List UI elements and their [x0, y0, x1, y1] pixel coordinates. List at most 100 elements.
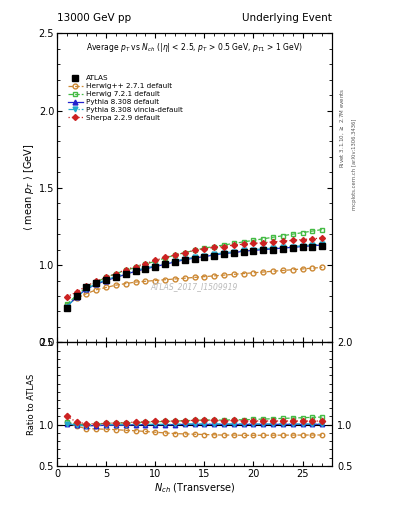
Pythia 8.308 vincia-default — [163, 261, 167, 267]
Herwig++ 2.7.1 default — [64, 302, 69, 308]
Herwig 7.2.1 default — [290, 231, 295, 237]
ATLAS — [212, 253, 217, 259]
Pythia 8.308 vincia-default — [310, 242, 315, 248]
Pythia 8.308 default — [300, 243, 305, 249]
Herwig 7.2.1 default — [163, 255, 167, 261]
Pythia 8.308 vincia-default — [202, 253, 207, 259]
Pythia 8.308 vincia-default — [241, 247, 246, 253]
Sherpa 2.2.9 default — [84, 283, 89, 289]
Sherpa 2.2.9 default — [182, 250, 187, 256]
Herwig++ 2.7.1 default — [271, 268, 275, 274]
Pythia 8.308 default — [212, 252, 217, 258]
Sherpa 2.2.9 default — [94, 278, 99, 284]
ATLAS — [84, 284, 89, 290]
Herwig++ 2.7.1 default — [241, 270, 246, 276]
ATLAS — [133, 268, 138, 274]
Sherpa 2.2.9 default — [251, 240, 256, 246]
Herwig++ 2.7.1 default — [231, 271, 236, 278]
Herwig++ 2.7.1 default — [281, 267, 285, 273]
Herwig 7.2.1 default — [173, 252, 177, 258]
Herwig 7.2.1 default — [271, 234, 275, 240]
Line: Herwig++ 2.7.1 default: Herwig++ 2.7.1 default — [64, 265, 325, 308]
Pythia 8.308 vincia-default — [231, 249, 236, 255]
Herwig 7.2.1 default — [241, 239, 246, 245]
Herwig++ 2.7.1 default — [143, 278, 148, 284]
Text: Average $p_T$ vs $N_{ch}$ ($|\eta|$ < 2.5, $p_T$ > 0.5 GeV, $p_{T1}$ > 1 GeV): Average $p_T$ vs $N_{ch}$ ($|\eta|$ < 2.… — [86, 41, 303, 54]
ATLAS — [153, 264, 158, 270]
Line: Herwig 7.2.1 default: Herwig 7.2.1 default — [64, 227, 325, 307]
Line: ATLAS: ATLAS — [64, 243, 325, 311]
Herwig++ 2.7.1 default — [320, 264, 325, 270]
ATLAS — [251, 248, 256, 254]
Pythia 8.308 vincia-default — [212, 251, 217, 258]
Herwig++ 2.7.1 default — [192, 274, 197, 281]
Pythia 8.308 vincia-default — [123, 270, 128, 276]
Herwig 7.2.1 default — [74, 292, 79, 298]
Pythia 8.308 vincia-default — [222, 250, 226, 256]
ATLAS — [300, 244, 305, 250]
Pythia 8.308 vincia-default — [192, 254, 197, 261]
Sherpa 2.2.9 default — [310, 236, 315, 242]
Herwig++ 2.7.1 default — [202, 273, 207, 280]
Herwig++ 2.7.1 default — [261, 269, 266, 275]
Sherpa 2.2.9 default — [261, 240, 266, 246]
ATLAS — [192, 256, 197, 262]
Pythia 8.308 default — [74, 294, 79, 300]
Herwig 7.2.1 default — [261, 236, 266, 242]
ATLAS — [271, 247, 275, 253]
Pythia 8.308 default — [123, 271, 128, 278]
Pythia 8.308 vincia-default — [133, 267, 138, 273]
Legend: ATLAS, Herwig++ 2.7.1 default, Herwig 7.2.1 default, Pythia 8.308 default, Pythi: ATLAS, Herwig++ 2.7.1 default, Herwig 7.… — [66, 74, 185, 122]
Herwig++ 2.7.1 default — [133, 279, 138, 285]
Herwig++ 2.7.1 default — [94, 287, 99, 293]
Pythia 8.308 vincia-default — [114, 273, 118, 280]
Text: mcplots.cern.ch [arXiv:1306.3436]: mcplots.cern.ch [arXiv:1306.3436] — [352, 118, 357, 209]
Sherpa 2.2.9 default — [153, 258, 158, 264]
Sherpa 2.2.9 default — [212, 244, 217, 250]
Herwig++ 2.7.1 default — [123, 281, 128, 287]
ATLAS — [202, 254, 207, 261]
Line: Pythia 8.308 default: Pythia 8.308 default — [64, 243, 325, 309]
Herwig++ 2.7.1 default — [212, 273, 217, 279]
Pythia 8.308 vincia-default — [104, 276, 108, 283]
Pythia 8.308 default — [114, 274, 118, 281]
Herwig 7.2.1 default — [123, 267, 128, 273]
Herwig++ 2.7.1 default — [153, 278, 158, 284]
ATLAS — [123, 270, 128, 276]
Herwig 7.2.1 default — [104, 274, 108, 281]
Herwig++ 2.7.1 default — [222, 272, 226, 278]
ATLAS — [173, 259, 177, 265]
Pythia 8.308 default — [281, 245, 285, 251]
Pythia 8.308 default — [104, 278, 108, 284]
Herwig 7.2.1 default — [202, 245, 207, 251]
Herwig++ 2.7.1 default — [182, 275, 187, 281]
Herwig 7.2.1 default — [94, 279, 99, 285]
ATLAS — [74, 293, 79, 299]
ATLAS — [222, 251, 226, 258]
Herwig++ 2.7.1 default — [163, 276, 167, 283]
ATLAS — [182, 258, 187, 264]
Sherpa 2.2.9 default — [231, 242, 236, 248]
Herwig 7.2.1 default — [222, 242, 226, 248]
Sherpa 2.2.9 default — [123, 267, 128, 273]
Pythia 8.308 default — [192, 255, 197, 261]
Pythia 8.308 default — [231, 250, 236, 256]
Pythia 8.308 default — [202, 253, 207, 260]
Pythia 8.308 vincia-default — [74, 294, 79, 300]
Sherpa 2.2.9 default — [222, 243, 226, 249]
Herwig 7.2.1 default — [133, 264, 138, 270]
Herwig 7.2.1 default — [251, 237, 256, 243]
Pythia 8.308 default — [241, 248, 246, 254]
Herwig++ 2.7.1 default — [251, 270, 256, 276]
Sherpa 2.2.9 default — [114, 270, 118, 276]
Pythia 8.308 default — [143, 266, 148, 272]
Sherpa 2.2.9 default — [241, 241, 246, 247]
Pythia 8.308 vincia-default — [84, 286, 89, 292]
Pythia 8.308 vincia-default — [251, 247, 256, 253]
ATLAS — [241, 249, 246, 255]
Herwig 7.2.1 default — [143, 261, 148, 267]
Pythia 8.308 vincia-default — [153, 263, 158, 269]
Pythia 8.308 default — [84, 286, 89, 292]
Pythia 8.308 default — [182, 257, 187, 263]
Pythia 8.308 vincia-default — [300, 243, 305, 249]
